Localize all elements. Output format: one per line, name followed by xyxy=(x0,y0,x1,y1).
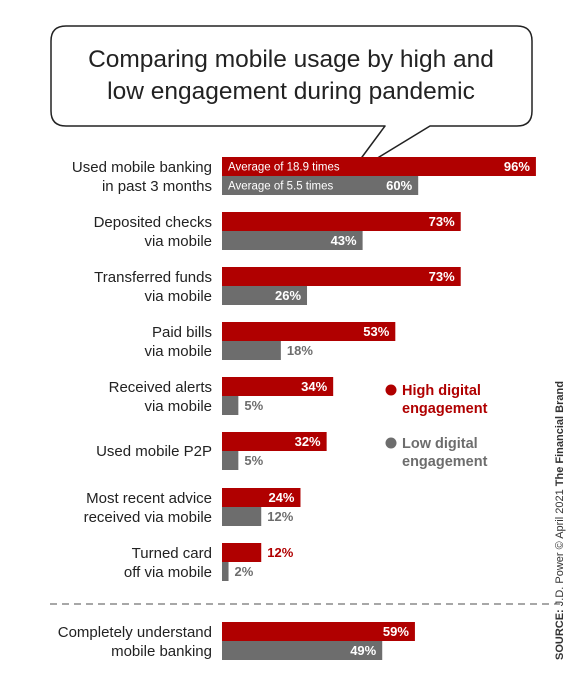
legend-marker-low xyxy=(385,437,397,449)
value-label-low-0: 60% xyxy=(386,178,412,193)
title-callout: Comparing mobile usage by high and low e… xyxy=(50,25,533,177)
category-label-1-0: Deposited checks xyxy=(94,214,212,231)
category-label-2-0: Transferred funds xyxy=(94,269,212,286)
chart-title-line-1: Comparing mobile usage by high and xyxy=(88,46,494,73)
legend-label-high-0: High digital xyxy=(402,383,481,399)
value-label-high-6: 24% xyxy=(268,490,294,505)
value-label-high-0: 96% xyxy=(504,159,530,174)
source-brand: The Financial Brand xyxy=(554,381,566,486)
bar-high-0 xyxy=(222,157,536,176)
bar-high-6 xyxy=(222,488,301,507)
bar-high-2 xyxy=(222,267,461,286)
value-label-high-7: 12% xyxy=(267,545,293,560)
bar-low-1 xyxy=(222,231,363,250)
value-label-low-4: 5% xyxy=(244,398,263,413)
category-label-8-1: mobile banking xyxy=(111,643,212,660)
value-label-low-1: 43% xyxy=(331,233,357,248)
value-label-low-7: 2% xyxy=(235,564,254,579)
speech-bubble xyxy=(50,25,533,177)
legend-label-low-1: engagement xyxy=(402,454,488,470)
bar-low-7 xyxy=(222,562,229,581)
value-label-high-8: 59% xyxy=(383,624,409,639)
value-label-high-4: 34% xyxy=(301,379,327,394)
category-label-6-1: received via mobile xyxy=(84,509,212,526)
bar-low-3 xyxy=(222,341,281,360)
value-label-low-5: 5% xyxy=(244,453,263,468)
category-label-5-0: Used mobile P2P xyxy=(96,443,212,460)
value-label-low-6: 12% xyxy=(267,509,293,524)
category-label-1-1: via mobile xyxy=(144,233,212,250)
legend: High digital engagement Low digital engagem… xyxy=(385,383,488,470)
value-label-low-2: 26% xyxy=(275,288,301,303)
category-label-8-0: Completely understand xyxy=(58,624,212,641)
bar-low-5 xyxy=(222,451,239,470)
annotation-low-average: Average of 5.5 times xyxy=(228,181,334,193)
category-label-0-0: Used mobile banking xyxy=(72,159,212,176)
bar-high-3 xyxy=(222,322,396,341)
category-label-6-0: Most recent advice xyxy=(86,490,212,507)
bar-high-4 xyxy=(222,377,334,396)
category-label-3-1: via mobile xyxy=(144,343,212,360)
bar-low-6 xyxy=(222,507,262,526)
category-label-3-0: Paid bills xyxy=(152,324,212,341)
bar-low-0 xyxy=(222,176,419,195)
category-label-4-1: via mobile xyxy=(144,398,212,415)
bar-high-5 xyxy=(222,432,327,451)
bar-high-1 xyxy=(222,212,461,231)
source-label: SOURCE: xyxy=(554,609,566,660)
value-label-high-2: 73% xyxy=(429,269,455,284)
value-label-low-3: 18% xyxy=(287,343,313,358)
legend-label-low-0: Low digital xyxy=(402,436,478,452)
value-label-high-3: 53% xyxy=(363,324,389,339)
source-credit: J.D. Power © April 2021 xyxy=(554,486,566,609)
bar-low-4 xyxy=(222,396,239,415)
annotation-high-average: Average of 18.9 times xyxy=(228,162,340,174)
value-label-high-1: 73% xyxy=(429,214,455,229)
category-labels: Used mobile banking in past 3 months Depos… xyxy=(58,159,212,660)
bar-low-2 xyxy=(222,286,308,305)
value-label-low-8: 49% xyxy=(350,643,376,658)
source-note: SOURCE: J.D. Power © April 2021 The Fina… xyxy=(554,381,566,660)
legend-label-high-1: engagement xyxy=(402,401,488,417)
category-label-4-0: Received alerts xyxy=(109,379,212,396)
bar-high-7 xyxy=(222,543,262,562)
bar-low-8 xyxy=(222,641,383,660)
category-label-7-0: Turned card xyxy=(132,545,212,562)
value-label-high-5: 32% xyxy=(295,434,321,449)
category-label-2-1: via mobile xyxy=(144,288,212,305)
legend-marker-high xyxy=(385,384,397,396)
chart-title-line-2: low engagement during pandemic xyxy=(107,78,475,105)
bar-high-8 xyxy=(222,622,415,641)
source-text: SOURCE: J.D. Power © April 2021 The Fina… xyxy=(554,381,566,660)
category-label-7-1: off via mobile xyxy=(124,564,212,581)
bars-group: 96% 60% 73% 43% 73% 26% 53% 18% 34% 5% 32% 5% 24% 12%… xyxy=(50,157,560,660)
category-label-0-1: in past 3 months xyxy=(102,178,212,195)
